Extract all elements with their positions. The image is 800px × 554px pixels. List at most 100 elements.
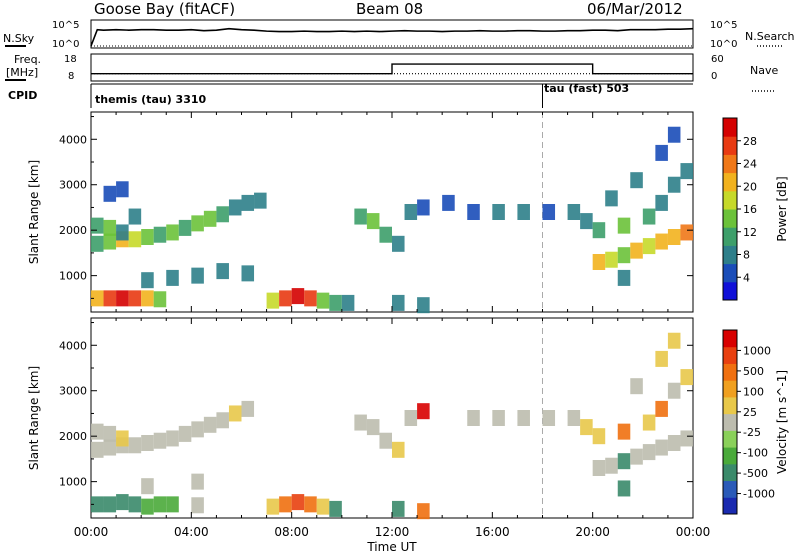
power-cell	[166, 269, 179, 286]
velocity-cell	[680, 430, 693, 447]
power-colorbar-label: Power [dB]	[775, 176, 789, 241]
velocity-cell	[592, 460, 606, 476]
velocity-cell	[617, 480, 631, 497]
nsearch-tick-bottom: 10^0	[710, 39, 738, 50]
power-cell	[203, 210, 217, 227]
velocity-cell	[191, 473, 204, 490]
power-ytick-label: 2000	[59, 224, 87, 237]
velocity-cell	[617, 453, 631, 470]
velocity-frame	[90, 317, 694, 519]
mode-label-themis: themis (tau) 3310	[95, 93, 207, 106]
velocity-cell	[667, 382, 681, 399]
velocity-cell	[580, 419, 593, 436]
velocity-colorbar-swatch	[723, 396, 737, 415]
velocity-colorbar-tick-label: -500	[743, 467, 768, 480]
freq-tick-bottom: 8	[68, 71, 75, 82]
velocity-cell	[266, 498, 280, 515]
power-colorbar-tick-label: 16	[743, 203, 757, 216]
velocity-ytick-label: 1000	[59, 476, 87, 489]
power-colorbar-swatch	[723, 154, 737, 174]
power-cell	[191, 215, 204, 232]
velocity-cell	[279, 496, 292, 513]
power-colorbar-swatch	[723, 209, 737, 228]
power-cell	[655, 194, 668, 211]
velocity-cell	[417, 403, 430, 420]
velocity-panel: 1000 2000 3000 4000 Slant Range [km]	[27, 317, 694, 520]
velocity-colorbar-swatch	[723, 447, 737, 465]
power-colorbar-swatch	[723, 227, 737, 246]
power-cell	[141, 272, 154, 289]
time-axis-label: Time UT	[366, 540, 417, 554]
velocity-cell	[153, 432, 167, 449]
velocity-cell	[128, 496, 142, 513]
power-cell	[642, 208, 656, 225]
power-cell	[667, 229, 681, 245]
power-cell	[128, 290, 142, 307]
power-cell	[191, 267, 204, 284]
power-cell	[128, 208, 142, 225]
velocity-cell	[228, 405, 242, 422]
velocity-colorbar-swatch	[723, 430, 737, 448]
power-colorbar-swatch	[723, 281, 737, 301]
power-ylabel: Slant Range [km]	[27, 160, 41, 264]
power-cell	[392, 294, 405, 311]
power-cell	[592, 222, 606, 239]
time-tick-label: 16:00	[475, 525, 510, 539]
velocity-ytick-label: 3000	[59, 385, 87, 398]
power-cell	[630, 242, 643, 259]
power-cell	[116, 181, 129, 198]
nsky-label: N.Sky	[3, 32, 35, 45]
velocity-colorbar-swatch	[723, 463, 737, 482]
colorbars: 4 8 12 16 20 24 28 Power [dB] -1000 -500 -100 -25 25…	[722, 117, 789, 515]
velocity-colorbar-tick-label: -100	[743, 447, 768, 460]
velocity-cell	[655, 400, 668, 417]
velocity-colorbar-tick-label: 100	[743, 385, 764, 398]
velocity-colorbar-tick-label: 1000	[743, 344, 771, 357]
time-tick-label: 12:00	[375, 525, 410, 539]
freq-unit-label: [MHz]	[6, 66, 39, 79]
power-cell	[580, 213, 593, 230]
velocity-cell	[417, 503, 430, 520]
freq-frame	[90, 53, 694, 82]
power-ytick-label: 1000	[59, 270, 87, 283]
velocity-cell	[178, 425, 192, 442]
power-cell	[91, 217, 104, 234]
time-tick-label: 04:00	[174, 525, 209, 539]
power-cell	[266, 292, 280, 309]
velocity-ytick-label: 2000	[59, 430, 87, 443]
velocity-cell	[329, 500, 342, 517]
power-cell	[517, 204, 530, 220]
power-cell	[655, 233, 668, 250]
nsky-series-line	[90, 27, 694, 47]
power-cell	[166, 224, 179, 241]
velocity-colorbar-frame	[722, 329, 738, 515]
power-cell	[141, 290, 154, 307]
velocity-cell	[128, 437, 142, 454]
velocity-colorbar-tick-label: -25	[743, 426, 761, 439]
power-cell	[254, 192, 267, 209]
power-cell	[442, 194, 455, 211]
velocity-colorbar-tick-label: 500	[743, 365, 764, 378]
power-colorbar-swatch	[723, 172, 737, 192]
power-cell	[417, 199, 430, 216]
velocity-cell	[492, 410, 505, 426]
velocity-cell	[617, 423, 631, 440]
power-cell	[667, 176, 681, 193]
velocity-cell	[517, 410, 530, 426]
station-title: Goose Bay (fitACF)	[94, 0, 236, 18]
velocity-cell	[191, 421, 204, 438]
power-colorbar-tick-label: 28	[743, 135, 757, 148]
velocity-cell	[103, 425, 117, 442]
nsearch-label: N.Search	[745, 30, 795, 43]
power-cell	[91, 290, 104, 307]
power-cell	[680, 163, 693, 180]
mode-label-tau: tau (fast) 503	[544, 82, 630, 95]
power-cell	[241, 265, 255, 282]
power-cell	[605, 251, 618, 268]
velocity-colorbar-swatch	[723, 480, 737, 498]
velocity-colorbar-swatch	[723, 380, 737, 398]
power-cell	[178, 219, 192, 236]
power-cell	[680, 224, 693, 241]
power-colorbar-tick-label: 24	[743, 158, 757, 171]
time-tick-label: 00:00	[74, 525, 109, 539]
